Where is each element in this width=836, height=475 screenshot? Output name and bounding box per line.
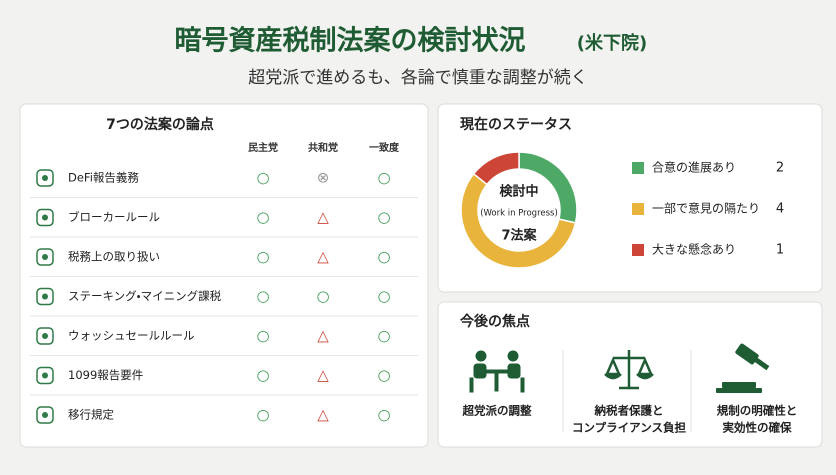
status-symbol: △ — [317, 366, 329, 384]
row-icon — [36, 327, 54, 345]
row-icon — [36, 366, 54, 385]
status-symbol: ○ — [256, 169, 269, 187]
meeting-icon — [469, 350, 525, 393]
status-symbol: ○ — [256, 406, 269, 424]
column-header: 民主党 — [248, 141, 278, 154]
column-header: 一致度 — [369, 141, 400, 154]
focus-label: 超党派の調整 — [462, 404, 532, 418]
row-icon-dot — [42, 333, 48, 339]
legend-value: 2 — [776, 161, 784, 176]
donut-center-text: (Work in Progress) — [480, 209, 558, 219]
legend-value: 4 — [776, 202, 784, 217]
status-symbol: ○ — [377, 287, 390, 305]
table-panel — [19, 103, 429, 448]
status-symbol: ○ — [256, 248, 269, 266]
row-icon-dot — [42, 372, 48, 379]
row-icon — [36, 169, 54, 187]
column-header: 共和党 — [308, 141, 338, 154]
status-symbol: ○ — [256, 366, 269, 384]
focus-label: 規制の明確性と — [717, 404, 798, 418]
status-panel — [437, 103, 823, 293]
status-symbol: ○ — [377, 169, 390, 187]
row-label: ステーキング・マイニング課税 — [68, 289, 222, 303]
row-label: DeFi報告義務 — [68, 171, 139, 185]
status-symbol: ○ — [256, 287, 269, 305]
table-title: 7つの法案の論点 — [106, 116, 214, 133]
status-symbol: △ — [317, 406, 329, 424]
status-symbol: △ — [317, 327, 329, 345]
scale-icon — [604, 350, 654, 390]
legend-swatch — [632, 244, 644, 256]
row-label: 1099報告要件 — [68, 368, 143, 382]
row-icon — [36, 248, 54, 266]
legend-swatch — [632, 162, 644, 174]
row-icon-dot — [42, 254, 48, 260]
status-symbol: ○ — [256, 208, 269, 226]
row-icon — [36, 406, 54, 424]
donut-center-text: 7法案 — [501, 228, 537, 244]
focus-label: 納税者保護と — [594, 404, 664, 418]
row-icon-dot — [42, 293, 48, 300]
row-label: 移行規定 — [68, 408, 114, 422]
row-label: ウォッシュセールルール — [68, 329, 195, 343]
status-symbol: △ — [317, 248, 329, 266]
legend-label: 大きな懸念あり — [652, 243, 736, 257]
row-icon — [36, 287, 54, 306]
title: 暗号資産税制法案の検討状況 — [175, 25, 526, 57]
title-note: (米下院) — [577, 32, 647, 54]
status-title: 現在のステータス — [460, 116, 572, 133]
row-icon-dot — [42, 412, 48, 418]
status-symbol: ○ — [377, 208, 390, 226]
row-label: ブローカールール — [68, 210, 160, 224]
gavel-icon — [716, 343, 770, 393]
row-label: 税務上の取り扱い — [68, 250, 160, 264]
focus-title: 今後の焦点 — [460, 313, 530, 330]
status-symbol: ○ — [316, 287, 329, 305]
status-symbol: △ — [317, 208, 329, 226]
status-symbol: ○ — [377, 366, 390, 384]
row-icon-dot — [42, 214, 48, 221]
status-symbol: ○ — [256, 327, 269, 345]
legend-swatch — [632, 203, 644, 215]
row-icon — [36, 208, 54, 227]
focus-label: 実効性の確保 — [723, 421, 792, 435]
donut-center-text: 検討中 — [499, 184, 538, 200]
focus-label: コンプライアンス負担 — [572, 421, 686, 435]
status-symbol: ○ — [377, 327, 390, 345]
legend-label: 合意の進展あり — [652, 161, 736, 175]
legend-value: 1 — [776, 243, 784, 258]
subtitle: 超党派で進めるも、各論で慎重な調整が続く — [248, 68, 588, 88]
donut-segment — [472, 151, 520, 186]
donut-segment — [460, 172, 577, 269]
status-symbol: ⊗ — [317, 169, 330, 187]
status-symbol: ○ — [377, 406, 390, 424]
status-symbol: ○ — [377, 248, 390, 266]
row-icon-dot — [42, 175, 48, 181]
legend-label: 一部で意見の隔たり — [652, 202, 760, 216]
